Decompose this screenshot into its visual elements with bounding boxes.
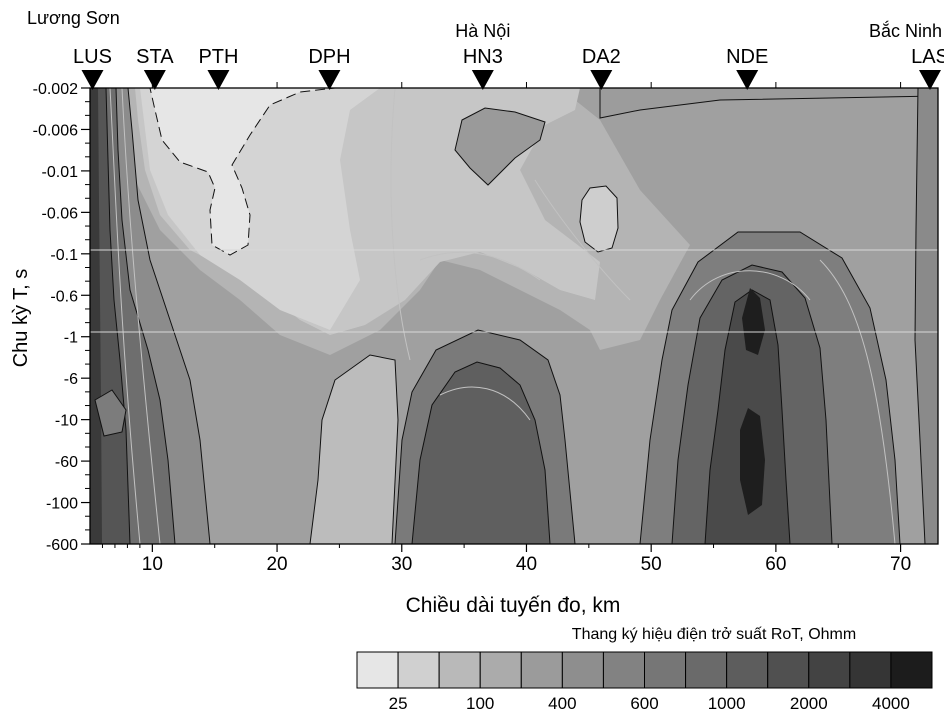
x-tick-label: 10 bbox=[142, 554, 163, 575]
legend-swatch bbox=[767, 651, 810, 689]
place-label: Hà Nội bbox=[455, 21, 510, 41]
y-tick-label: -0.01 bbox=[42, 164, 79, 181]
legend-value-label: 1000 bbox=[708, 694, 746, 713]
legend-swatch bbox=[890, 651, 933, 689]
y-tick-label: -0.6 bbox=[50, 288, 78, 305]
contour-surface-layer-right bbox=[599, 88, 938, 119]
contour-lower-light-band bbox=[309, 354, 399, 544]
contour-lus-band-4 bbox=[90, 88, 102, 544]
station-label: LUS bbox=[73, 46, 112, 68]
station-label: DPH bbox=[308, 46, 350, 68]
legend-swatch bbox=[726, 651, 769, 689]
contour-nde-core-lower bbox=[740, 408, 765, 515]
y-tick-label: -600 bbox=[46, 537, 78, 554]
contour-patch-hn3 bbox=[454, 107, 546, 186]
place-label: Lương Sơn bbox=[27, 8, 120, 28]
plot-frame bbox=[89, 87, 939, 545]
contour-plot-area bbox=[90, 88, 938, 544]
legend-swatch bbox=[438, 651, 481, 689]
legend-swatch bbox=[356, 651, 399, 689]
legend-value-label: 400 bbox=[548, 694, 576, 713]
station-label: LAS bbox=[911, 46, 944, 68]
x-tick-label: 20 bbox=[266, 554, 287, 575]
top-axis-stations: LUS STA PTH DPH HN3 DA2 NDE LAS Lương Sơn Hà Nội B… bbox=[27, 8, 944, 90]
x-axis: 10 20 30 40 50 60 70 bbox=[101, 544, 911, 575]
y-tick-label: -1 bbox=[64, 330, 78, 347]
x-tick-label: 50 bbox=[641, 554, 662, 575]
contour-hn3-inner bbox=[411, 361, 551, 544]
contour-right-edge bbox=[914, 88, 938, 544]
legend-swatch bbox=[561, 651, 604, 689]
legend-title: Thang ký hiệu điện trở suất RoT, Ohmm bbox=[572, 626, 856, 643]
station-label: DA2 bbox=[582, 46, 621, 68]
station-marker-icon bbox=[590, 70, 613, 90]
legend-swatch bbox=[808, 651, 851, 689]
contour-lens-da2 bbox=[579, 185, 619, 253]
y-tick-label: -10 bbox=[55, 413, 78, 430]
station-label: PTH bbox=[198, 46, 238, 68]
legend-value-label: 4000 bbox=[872, 694, 910, 713]
contour-lus-pocket bbox=[94, 389, 127, 437]
legend-value-label: 25 bbox=[389, 694, 408, 713]
legend-swatch bbox=[849, 651, 892, 689]
legend-value-label: 600 bbox=[630, 694, 658, 713]
station-marker-icon bbox=[318, 70, 341, 90]
contour-band-lightest bbox=[149, 88, 336, 256]
y-tick-label: -6 bbox=[64, 371, 78, 388]
minor-contour-lines bbox=[109, 88, 896, 544]
y-tick-label: -0.06 bbox=[42, 205, 79, 222]
station-marker-icon bbox=[471, 70, 494, 90]
y-axis-label: Chu kỳ T, s bbox=[10, 269, 32, 368]
x-tick-label: 30 bbox=[391, 554, 412, 575]
x-tick-label: 70 bbox=[890, 554, 911, 575]
station-label: STA bbox=[136, 46, 174, 68]
station-label: NDE bbox=[726, 46, 768, 68]
legend-swatch bbox=[397, 651, 440, 689]
legend-swatch bbox=[479, 651, 522, 689]
legend-swatch bbox=[644, 651, 687, 689]
place-label: Bắc Ninh bbox=[869, 20, 942, 41]
x-tick-label: 40 bbox=[516, 554, 537, 575]
station-marker-icon bbox=[919, 70, 941, 90]
y-axis: -0.002 -0.006 -0.01 -0.06 -0.1 -0.6 -1 -6 -10 -60… bbox=[33, 81, 90, 554]
y-tick-label: -0.1 bbox=[50, 247, 78, 264]
y-tick-label: -60 bbox=[55, 454, 78, 471]
y-tick-label: -0.006 bbox=[33, 122, 78, 139]
legend-swatch bbox=[602, 651, 646, 689]
station-marker-icon bbox=[81, 70, 104, 90]
color-scale-legend: Thang ký hiệu điện trở suất RoT, Ohmm 25… bbox=[356, 626, 933, 713]
station-marker-icon bbox=[143, 70, 166, 90]
station-marker-icon bbox=[207, 70, 230, 90]
legend-swatch bbox=[685, 651, 728, 689]
station-label: HN3 bbox=[463, 46, 503, 68]
legend-swatch bbox=[520, 651, 563, 689]
legend-value-label: 100 bbox=[466, 694, 494, 713]
y-tick-label: -100 bbox=[46, 496, 78, 513]
y-tick-label: -0.002 bbox=[33, 81, 78, 98]
contour-nde-core-upper bbox=[742, 288, 765, 355]
legend-value-label: 2000 bbox=[790, 694, 828, 713]
x-axis-label: Chiều dài tuyến đo, km bbox=[406, 594, 621, 617]
legend-swatches bbox=[356, 651, 933, 689]
station-marker-icon bbox=[736, 70, 759, 90]
x-tick-label: 60 bbox=[765, 554, 786, 575]
legend-labels: 25 100 400 600 1000 2000 4000 bbox=[389, 694, 910, 713]
